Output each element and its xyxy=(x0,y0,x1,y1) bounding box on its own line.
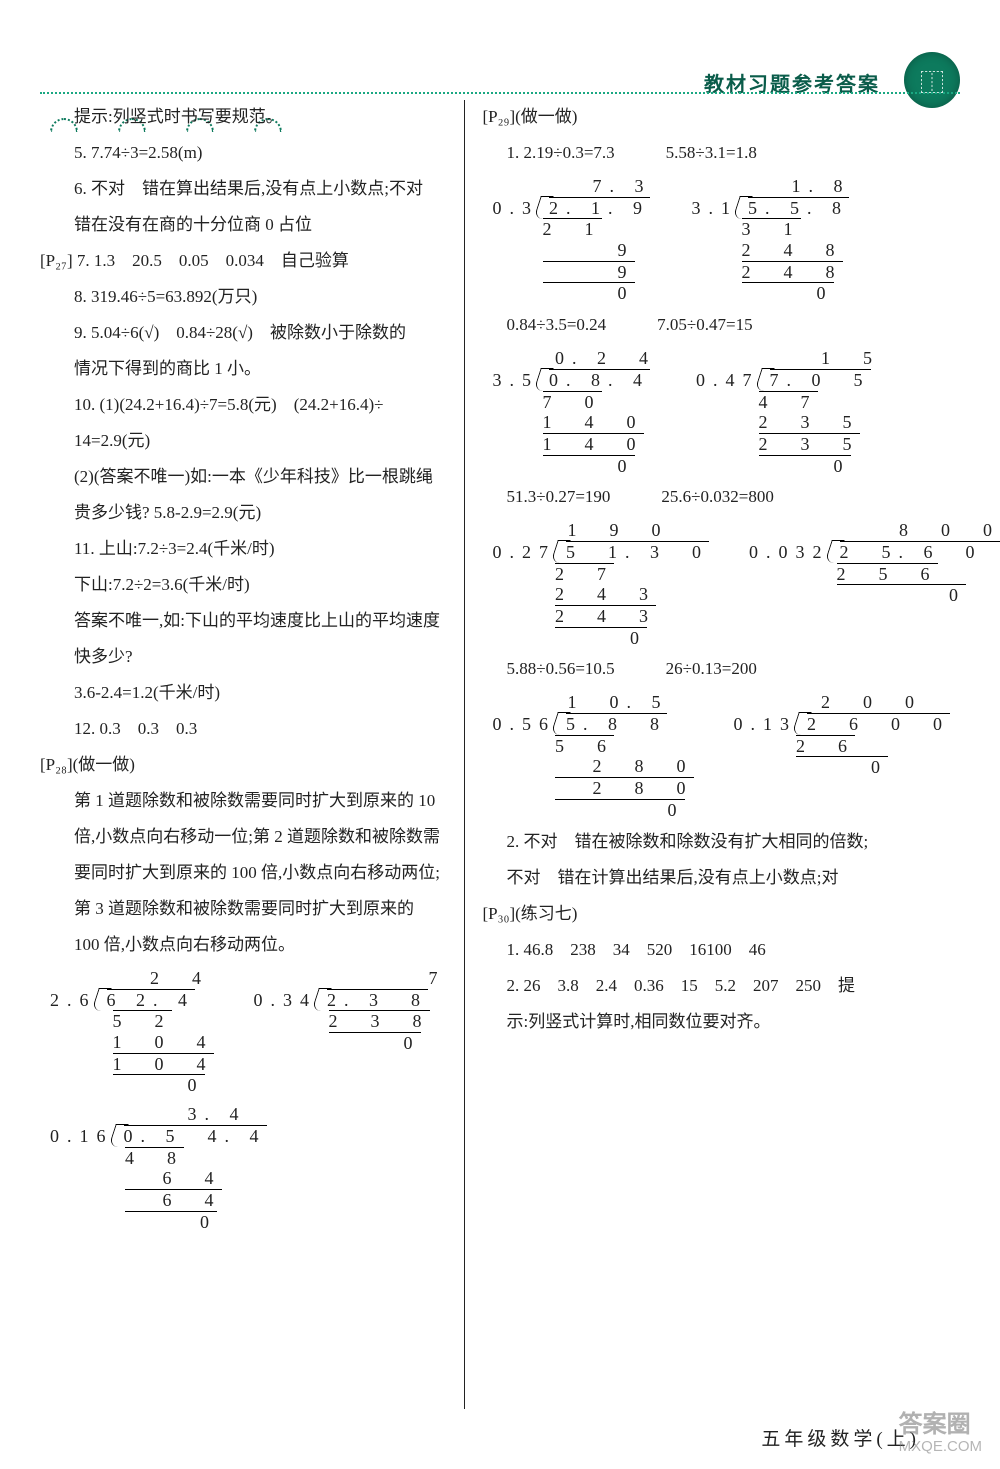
long-division: 1 5 0.477. 0 5 4 7 2 3 5 2 3 5 0 xyxy=(696,348,880,476)
text-line: 第 3 道题除数和被除数需要同时扩大到原来的 xyxy=(40,892,446,926)
equation-line: 0.84÷3.5=0.24 7.05÷0.47=15 xyxy=(483,308,1000,342)
long-division: 1. 8 3.15. 5. 8 3 1 2 4 8 2 4 8 0 xyxy=(692,176,851,304)
text-line: 8. 319.46÷5=63.892(万只) xyxy=(40,280,446,314)
long-division: 0. 2 4 3.50. 8. 4 7 0 1 4 0 1 4 0 0 xyxy=(493,348,657,476)
long-division: 3. 4 0.160. 5 4. 4 4 8 6 4 6 4 0 xyxy=(50,1104,267,1232)
right-column: [P₂₉](做一做) 1. 2.19÷0.3=7.3 5.58÷3.1=1.8 … xyxy=(465,100,1000,1409)
text-line: 1. 46.8 238 34 520 16100 46 xyxy=(483,933,1000,967)
long-division-row: 1 9 0 0.275 1. 3 0 2 7 2 4 3 2 4 3 0 8 0… xyxy=(493,516,1000,652)
long-division-row: 7. 3 0.32. 1. 9 2 1 9 9 0 1. 8 3.15. 5. … xyxy=(493,172,1000,308)
long-division-row: 1 0. 5 0.565. 8 8 5 6 2 8 0 2 8 0 0 2 0 … xyxy=(493,688,1000,824)
text-line: 快多少? xyxy=(40,640,446,674)
section-label: [P₂₉](做一做) xyxy=(483,100,1000,134)
text-line: 答案不唯一,如:下山的平均速度比上山的平均速度 xyxy=(40,604,446,638)
text-line: 12. 0.3 0.3 0.3 xyxy=(40,712,446,746)
text-line: 要同时扩大到原来的 100 倍,小数点向右移动两位; xyxy=(40,856,446,890)
text-line: (2)(答案不唯一)如:一本《少年科技》比一根跳绳 xyxy=(40,460,446,494)
text-line: 100 倍,小数点向右移动两位。 xyxy=(40,928,446,962)
long-division: 8 0 0 0.0322 5. 6 0 0 2 5 6 0 xyxy=(749,520,1000,606)
text-line: 5. 7.74÷3=2.58(m) xyxy=(40,136,446,170)
long-division-row: 3. 4 0.160. 5 4. 4 4 8 6 4 6 4 0 xyxy=(50,1100,446,1236)
long-division-row: 2 4 2.66 2. 4 5 2 1 0 4 1 0 4 0 7 0.342.… xyxy=(50,964,446,1100)
long-division: 2 0 0 0.132 6 0 0 2 6 0 xyxy=(734,692,951,778)
text-line: 2. 26 3.8 2.4 0.36 15 5.2 207 250 提 xyxy=(483,969,1000,1003)
grade-label: 五年级数学(上) xyxy=(761,1429,920,1450)
text-line: 第 1 道题除数和被除数需要同时扩大到原来的 10 xyxy=(40,784,446,818)
text-line: 6. 不对 错在算出结果后,没有点上小数点;不对 xyxy=(40,172,446,206)
section-label: [P₂₇] 7. 1.3 20.5 0.05 0.034 自己验算 xyxy=(40,244,446,278)
long-division: 2 4 2.66 2. 4 5 2 1 0 4 1 0 4 0 xyxy=(50,968,214,1096)
text-line: 贵多少钱? 5.8-2.9=2.9(元) xyxy=(40,496,446,530)
page-content: 提示:列竖式时书写要规范。 5. 7.74÷3=2.58(m) 6. 不对 错在… xyxy=(40,100,960,1409)
page-footer: 五年级数学(上) xyxy=(0,1424,1000,1451)
equation-line: 1. 2.19÷0.3=7.3 5.58÷3.1=1.8 xyxy=(483,136,1000,170)
long-division: 7 0.342. 3 8 2 3 8 0 xyxy=(254,968,446,1054)
text-line: 3.6-2.4=1.2(千米/时) xyxy=(40,676,446,710)
equation-line: 51.3÷0.27=190 25.6÷0.032=800 xyxy=(483,480,1000,514)
text-line: 10. (1)(24.2+16.4)÷7=5.8(元) (24.2+16.4)÷ xyxy=(40,388,446,422)
text-line: 2. 不对 错在被除数和除数没有扩大相同的倍数; xyxy=(483,825,1000,859)
text-line: 情况下得到的商比 1 小。 xyxy=(40,352,446,386)
long-division: 7. 3 0.32. 1. 9 2 1 9 9 0 xyxy=(493,176,652,304)
text-line: 不对 错在计算出结果后,没有点上小数点;对 xyxy=(483,861,1000,895)
section-label: [P₃₀](练习七) xyxy=(483,897,1000,931)
equation-line: 5.88÷0.56=10.5 26÷0.13=200 xyxy=(483,652,1000,686)
long-division: 1 0. 5 0.565. 8 8 5 6 2 8 0 2 8 0 0 xyxy=(493,692,694,820)
left-column: 提示:列竖式时书写要规范。 5. 7.74÷3=2.58(m) 6. 不对 错在… xyxy=(40,100,465,1409)
watermark: 答案圈 MXQE.COM xyxy=(899,1412,982,1455)
long-division-row: 0. 2 4 3.50. 8. 4 7 0 1 4 0 1 4 0 0 1 5 … xyxy=(493,344,1000,480)
text-line: 11. 上山:7.2÷3=2.4(千米/时) xyxy=(40,532,446,566)
header-divider xyxy=(40,92,960,94)
text-line: 9. 5.04÷6(√) 0.84÷28(√) 被除数小于除数的 xyxy=(40,316,446,350)
text-line: 14=2.9(元) xyxy=(40,424,446,458)
long-division: 1 9 0 0.275 1. 3 0 2 7 2 4 3 2 4 3 0 xyxy=(493,520,710,648)
section-label: [P₂₈](做一做) xyxy=(40,748,446,782)
text-line: 倍,小数点向右移动一位;第 2 道题除数和被除数需 xyxy=(40,820,446,854)
text-line: 下山:7.2÷2=3.6(千米/时) xyxy=(40,568,446,602)
text-line: 提示:列竖式时书写要规范。 xyxy=(40,100,446,134)
text-line: 错在没有在商的十分位商 0 占位 xyxy=(40,208,446,242)
text-line: 示:列竖式计算时,相同数位要对齐。 xyxy=(483,1005,1000,1039)
